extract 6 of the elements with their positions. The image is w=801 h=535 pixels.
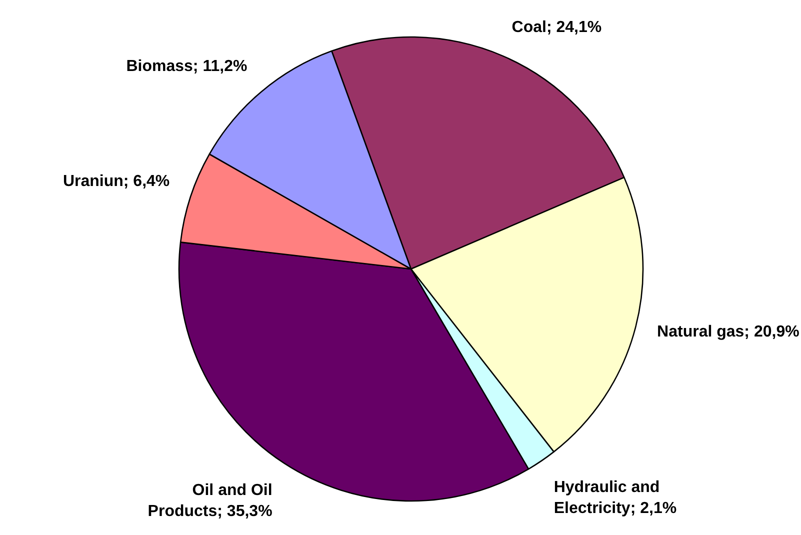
slice-label: Natural gas; 20,9% bbox=[657, 324, 800, 341]
slice-label: Oil and Oil Products; 35,3% bbox=[148, 482, 272, 520]
slice-label: Biomass; 11,2% bbox=[126, 58, 248, 75]
slice-label: Hydraulic and Electricity; 2,1% bbox=[554, 479, 677, 518]
slice-label: Coal; 24,1% bbox=[512, 18, 602, 36]
slice-label: Uraniun; 6,4% bbox=[62, 172, 170, 190]
